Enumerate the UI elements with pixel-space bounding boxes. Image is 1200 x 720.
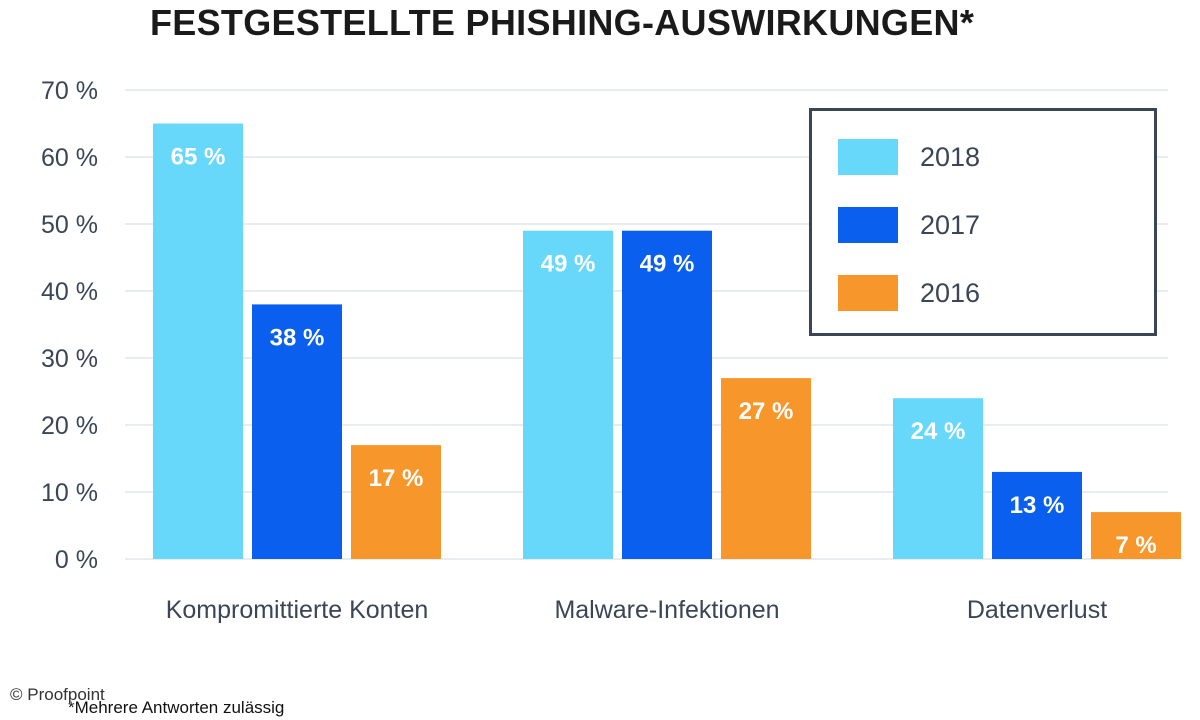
legend-label-2016: 2016 (920, 277, 981, 308)
x-category-label: Malware-Infektionen (554, 596, 779, 624)
bar (351, 445, 441, 559)
image-credit: © Proofpoint (10, 685, 105, 704)
footnote: *Mehrere Antworten zulässig (68, 698, 285, 717)
legend-swatch-2017 (838, 207, 898, 243)
x-category-label: Kompromittierte Konten (166, 596, 429, 624)
bar (252, 304, 342, 559)
bar-value-label: 27 % (739, 398, 794, 425)
bar-value-label: 13 % (1010, 492, 1065, 519)
bar-value-label: 24 % (911, 418, 966, 445)
legend-label-2018: 2018 (920, 141, 981, 172)
bar (622, 230, 712, 559)
bar (523, 230, 613, 559)
y-tick-label: 30 % (41, 345, 98, 373)
bar (893, 398, 983, 559)
x-category-label: Datenverlust (967, 596, 1107, 624)
bar (153, 123, 243, 559)
y-tick-label: 60 % (41, 144, 98, 172)
bar (1091, 512, 1181, 559)
bar-value-label: 7 % (1115, 532, 1156, 559)
legend-item-2017: 2017 (838, 205, 980, 245)
chart-title: FESTGESTELLTE PHISHING-AUSWIRKUNGEN* (150, 2, 975, 43)
y-tick-label: 10 % (41, 479, 98, 507)
y-tick-label: 20 % (41, 412, 98, 440)
bar (992, 471, 1082, 559)
y-tick-label: 50 % (41, 211, 98, 239)
legend-item-2016: 2016 (838, 273, 980, 313)
y-tick-label: 70 % (41, 77, 98, 105)
legend-item-2018: 2018 (838, 137, 980, 177)
legend-swatch-2018 (838, 139, 898, 175)
y-tick-label: 0 % (55, 546, 98, 574)
bar-value-label: 65 % (171, 144, 226, 171)
legend-swatch-2016 (838, 275, 898, 311)
bar-value-label: 49 % (640, 251, 695, 278)
legend-label-2017: 2017 (920, 209, 981, 240)
bar-value-label: 38 % (270, 324, 325, 351)
bar-value-label: 49 % (541, 251, 596, 278)
chart-legend: 2018 2017 2016 (809, 108, 1157, 336)
y-tick-label: 40 % (41, 278, 98, 306)
bar (721, 378, 811, 559)
bar-value-label: 17 % (369, 465, 424, 492)
